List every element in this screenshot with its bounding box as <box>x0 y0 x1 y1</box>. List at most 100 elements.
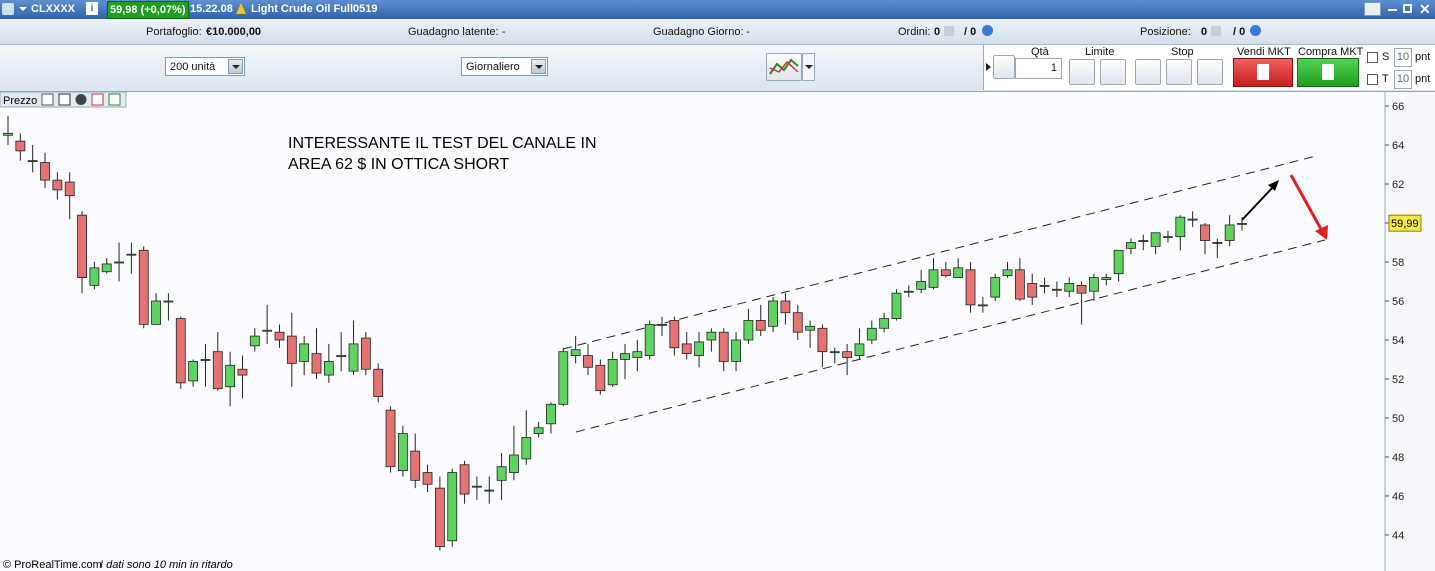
candle-body <box>1002 269 1013 277</box>
position-total: / 0 <box>1233 26 1246 38</box>
indicator-icon <box>769 58 799 75</box>
info-icon[interactable]: i <box>86 2 98 15</box>
candle-body <box>706 331 717 341</box>
y-tick-label: 56 <box>1392 296 1404 308</box>
buy-button[interactable] <box>1297 58 1359 87</box>
candle-body <box>829 351 840 354</box>
sell-button[interactable] <box>1233 58 1293 87</box>
down-arrow-head <box>1315 225 1328 240</box>
qty-label: Qtà <box>1031 46 1049 58</box>
y-tick-label: 48 <box>1392 452 1404 464</box>
candle-body <box>212 351 223 390</box>
s-input[interactable]: 10 <box>1394 48 1412 67</box>
dropdown-arrow[interactable] <box>531 59 546 74</box>
panel-close-icon[interactable] <box>75 94 87 105</box>
t-label: T <box>1382 73 1389 85</box>
maximize-button[interactable] <box>1403 4 1412 13</box>
app-icon[interactable] <box>2 3 14 15</box>
indicator-dropdown[interactable] <box>802 53 815 81</box>
candle-body <box>879 318 890 329</box>
panel-maximize-icon[interactable] <box>58 93 71 106</box>
s-label: S <box>1382 51 1390 63</box>
period-select[interactable]: Giornaliero <box>461 57 548 76</box>
stop-button-2[interactable] <box>1166 59 1192 85</box>
keyboard-button[interactable] <box>1364 2 1381 16</box>
candle-body <box>410 450 421 481</box>
candle-body <box>1212 242 1223 244</box>
portfolio-label: Portafoglio: <box>146 26 202 38</box>
s-value: 10 <box>1396 51 1410 63</box>
qty-input[interactable]: 1 <box>1015 58 1062 79</box>
candle-body <box>1200 224 1210 241</box>
position-settings-icon[interactable] <box>1250 25 1261 36</box>
panel-toggle[interactable] <box>986 63 995 71</box>
candle-body <box>249 335 260 347</box>
orders-total: / 0 <box>964 26 977 38</box>
s-checkbox[interactable] <box>1367 52 1378 63</box>
symbol[interactable]: CLXXXX <box>31 3 76 15</box>
candle-body <box>188 361 199 382</box>
up-arrow-head <box>1268 180 1279 191</box>
orders-settings-icon[interactable] <box>982 25 993 36</box>
settings-button[interactable] <box>993 55 1015 79</box>
dropdown-arrow[interactable] <box>228 59 243 74</box>
stop-button-3[interactable] <box>1197 59 1223 85</box>
indicator-button[interactable] <box>766 53 802 81</box>
candle-body <box>1027 283 1038 298</box>
panel-down-icon[interactable] <box>91 93 104 106</box>
candle-body <box>731 339 741 362</box>
toolbar: 200 unità Giornaliero Qtà 1 Limite Stop … <box>0 45 1435 92</box>
candle-body <box>1076 284 1087 294</box>
position-close-icon[interactable] <box>1211 26 1221 36</box>
candle-body <box>916 281 927 290</box>
y-tick-label: 62 <box>1392 179 1404 191</box>
y-tick-label: 66 <box>1392 101 1404 113</box>
last-price-label: 59,99 <box>1391 218 1419 230</box>
candle-body <box>3 132 13 136</box>
candle-body <box>52 179 63 191</box>
candle-body <box>694 341 704 356</box>
time: 15.22.08 <box>190 3 233 15</box>
candle-body <box>126 253 137 256</box>
candle-body <box>64 181 75 197</box>
candle-body <box>817 327 828 353</box>
candle-body <box>583 355 593 368</box>
candle-body <box>657 323 667 326</box>
lower-channel-line <box>575 239 1326 433</box>
candle-body <box>743 320 754 341</box>
menu-arrow[interactable] <box>19 7 27 15</box>
close-button[interactable]: ✕ <box>1419 1 1431 17</box>
minimize-button[interactable] <box>1388 9 1397 11</box>
quantity-select-text: 200 unità <box>170 61 216 73</box>
candle-body <box>373 368 384 397</box>
candle-body <box>842 351 853 358</box>
t-checkbox[interactable] <box>1367 74 1378 85</box>
candle-body <box>891 292 902 319</box>
quantity-select[interactable]: 200 unità <box>165 57 245 76</box>
orders-close-icon[interactable] <box>944 26 954 36</box>
candle-body <box>570 349 581 356</box>
candle-body <box>1175 216 1186 238</box>
t-unit: pnt <box>1415 73 1431 85</box>
candle-body <box>940 269 951 277</box>
t-input[interactable]: 10 <box>1394 70 1412 89</box>
candle-body <box>780 300 791 314</box>
price-axis-background <box>1385 92 1435 571</box>
candle-body <box>755 320 766 331</box>
candle-body <box>1150 232 1161 247</box>
candle-body <box>89 267 100 286</box>
day-gain-value: - <box>746 26 750 38</box>
s-unit: pnt <box>1415 51 1431 63</box>
stop-button-1[interactable] <box>1135 59 1161 85</box>
candle-body <box>718 331 729 362</box>
quote-badge: 59,98 (+0,07%) <box>107 1 189 19</box>
annotation-line: AREA 62 $ IN OTTICA SHORT <box>288 156 509 173</box>
limit-sell-button[interactable] <box>1069 59 1095 85</box>
limit-buy-button[interactable] <box>1100 59 1126 85</box>
panel-up-icon[interactable] <box>108 93 121 106</box>
candle-body <box>225 364 236 388</box>
candle-body <box>200 359 211 361</box>
candle-body <box>163 300 174 303</box>
panel-settings-icon[interactable] <box>41 93 54 106</box>
